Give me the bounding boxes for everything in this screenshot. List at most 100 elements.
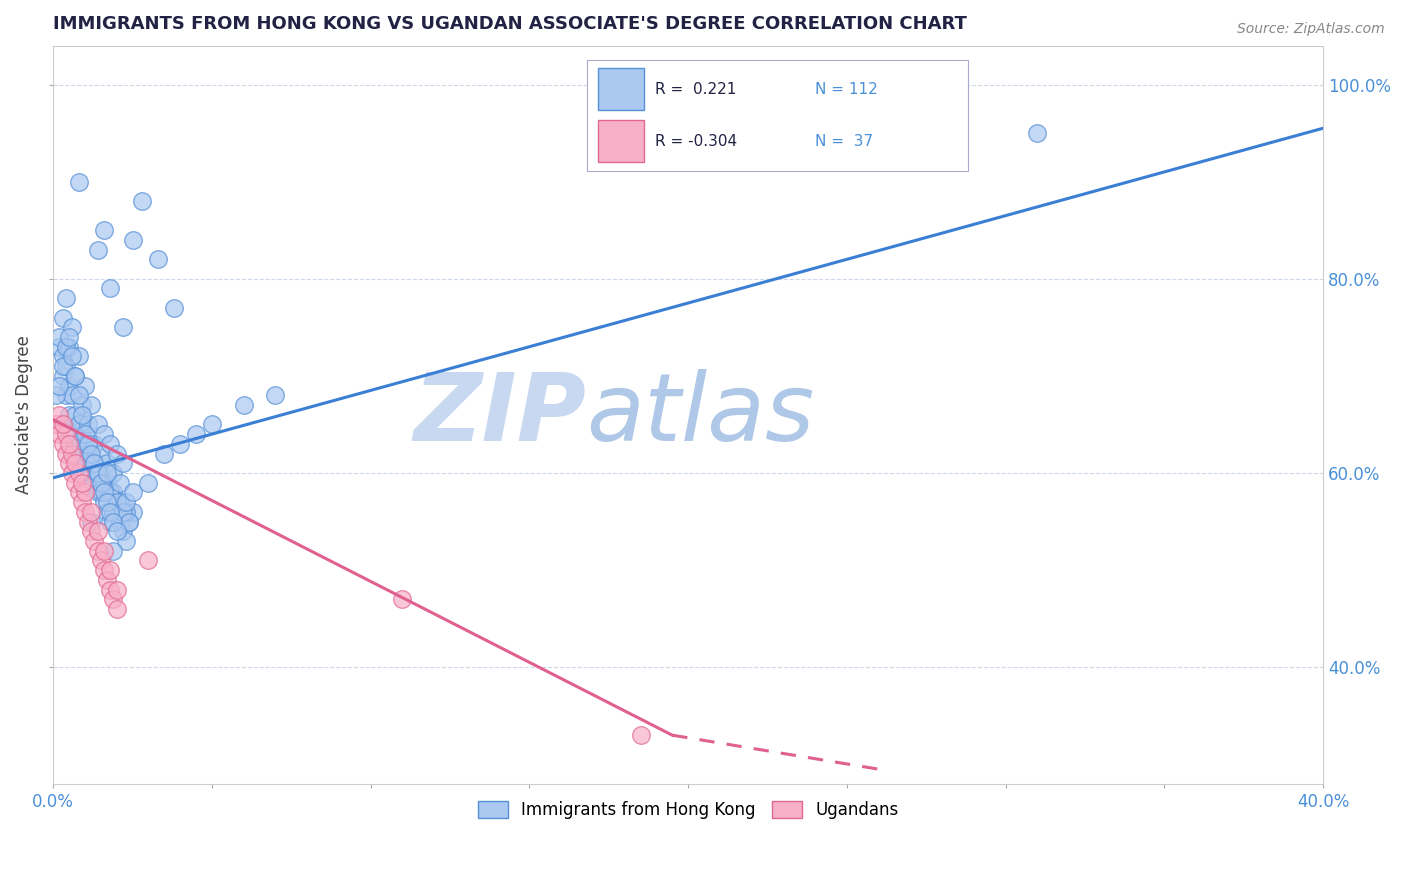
Point [121,485,143,500]
Point [96,573,118,587]
Point [111,524,134,539]
Point [80,398,103,412]
Point [86,466,108,480]
Point [65,368,87,383]
Point [103,543,125,558]
Point [98,437,121,451]
Point [52,368,75,383]
Point [70,408,93,422]
Point [118,515,141,529]
Point [73,437,96,451]
Point [96,475,118,490]
Point [70,417,93,432]
Point [65,475,87,490]
Text: ZIP: ZIP [413,368,586,460]
Point [83,475,105,490]
Point [93,563,115,577]
Point [80,466,103,480]
Point [77,446,100,460]
Point [86,524,108,539]
Point [48,378,70,392]
Text: IMMIGRANTS FROM HONG KONG VS UGANDAN ASSOCIATE'S DEGREE CORRELATION CHART: IMMIGRANTS FROM HONG KONG VS UGANDAN ASS… [53,15,967,33]
Point [83,437,105,451]
Point [111,505,134,519]
Point [65,456,87,470]
Point [146,252,169,267]
Point [131,194,153,208]
Point [232,398,254,412]
Point [77,417,100,432]
Point [65,408,87,422]
Point [93,475,115,490]
Point [80,524,103,539]
Point [96,456,118,470]
Point [60,320,83,334]
Point [52,350,75,364]
Point [60,466,83,480]
Point [105,446,128,460]
Point [83,533,105,548]
Point [55,388,77,402]
Point [121,233,143,247]
Point [77,437,100,451]
Point [58,378,80,392]
Point [60,427,83,442]
Point [52,359,75,373]
Point [103,592,125,607]
Point [52,437,75,451]
Legend: Immigrants from Hong Kong, Ugandans: Immigrants from Hong Kong, Ugandans [470,792,907,827]
Point [58,437,80,451]
Point [60,350,83,364]
Point [67,417,90,432]
Point [105,582,128,597]
Point [73,485,96,500]
Point [105,495,128,509]
Point [98,505,121,519]
Point [70,475,93,490]
Point [98,515,121,529]
Point [80,505,103,519]
Point [93,485,115,500]
Point [45,417,67,432]
Point [121,505,143,519]
Point [55,359,77,373]
Point [58,340,80,354]
Point [90,553,112,567]
Point [111,456,134,470]
Point [93,495,115,509]
Point [86,466,108,480]
Point [98,485,121,500]
Point [70,398,93,412]
Point [93,543,115,558]
Point [67,388,90,402]
Point [55,427,77,442]
Point [58,408,80,422]
Point [86,243,108,257]
Point [115,533,138,548]
Text: atlas: atlas [586,369,815,460]
Point [55,446,77,460]
Point [111,320,134,334]
Point [103,515,125,529]
Point [93,427,115,442]
Text: Source: ZipAtlas.com: Source: ZipAtlas.com [1237,22,1385,37]
Point [103,485,125,500]
Point [90,475,112,490]
Point [67,446,90,460]
Point [60,446,83,460]
Point [83,456,105,470]
Point [138,475,160,490]
Point [65,437,87,451]
Point [103,466,125,480]
Point [67,485,90,500]
Point [98,563,121,577]
Point [67,175,90,189]
Point [77,515,100,529]
Point [108,475,131,490]
Point [184,427,207,442]
Point [80,446,103,460]
Point [73,427,96,442]
Point [169,437,191,451]
Point [105,495,128,509]
Point [86,485,108,500]
